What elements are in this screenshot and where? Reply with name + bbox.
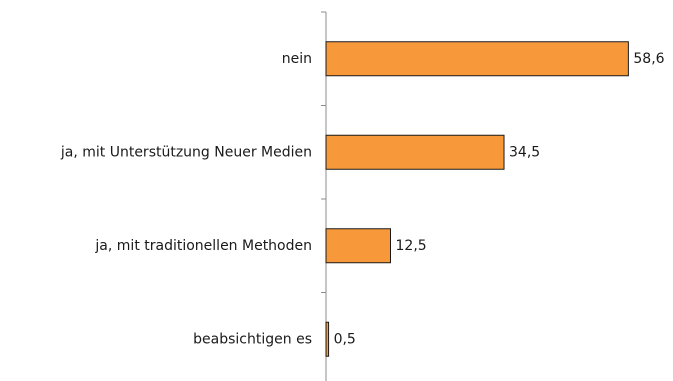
category-axis [321,11,327,381]
data-label: 12,5 [396,238,427,254]
category-label: nein [282,51,312,67]
category-label: beabsichtigen es [193,331,312,347]
bar [325,41,629,77]
labels: nein 58,6 ja, mit Unterstützung Neuer Medi… [60,51,665,348]
category-label: ja, mit Unterstützung Neuer Medien [60,144,312,160]
data-label: 0,5 [334,331,356,347]
bar [325,228,391,264]
bar [325,134,505,170]
category-label: ja, mit traditionellen Methoden [94,238,312,254]
bars [325,41,629,357]
data-label: 58,6 [633,51,664,67]
data-label: 34,5 [509,144,540,160]
bar [325,321,330,357]
